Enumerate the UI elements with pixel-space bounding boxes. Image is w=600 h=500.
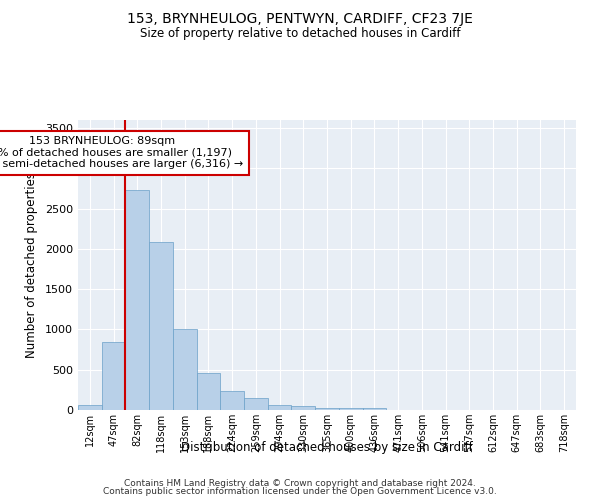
Bar: [268, 405, 292, 410]
Bar: [149, 242, 173, 410]
Bar: [78, 405, 102, 410]
Text: Distribution of detached houses by size in Cardiff: Distribution of detached houses by size …: [181, 441, 473, 454]
Text: 153 BRYNHEULOG: 89sqm
← 16% of detached houses are smaller (1,197)
83% of semi-d: 153 BRYNHEULOG: 89sqm ← 16% of detached …: [0, 136, 244, 170]
Text: Contains public sector information licensed under the Open Government Licence v3: Contains public sector information licen…: [103, 487, 497, 496]
Bar: [362, 408, 386, 410]
Y-axis label: Number of detached properties: Number of detached properties: [25, 172, 38, 358]
Text: Size of property relative to detached houses in Cardiff: Size of property relative to detached ho…: [140, 28, 460, 40]
Bar: [292, 406, 315, 410]
Bar: [125, 190, 149, 410]
Bar: [315, 408, 339, 410]
Bar: [102, 342, 125, 410]
Bar: [173, 328, 197, 410]
Bar: [197, 373, 220, 410]
Text: Contains HM Land Registry data © Crown copyright and database right 2024.: Contains HM Land Registry data © Crown c…: [124, 478, 476, 488]
Bar: [339, 408, 362, 410]
Text: 153, BRYNHEULOG, PENTWYN, CARDIFF, CF23 7JE: 153, BRYNHEULOG, PENTWYN, CARDIFF, CF23 …: [127, 12, 473, 26]
Bar: [220, 392, 244, 410]
Bar: [244, 398, 268, 410]
